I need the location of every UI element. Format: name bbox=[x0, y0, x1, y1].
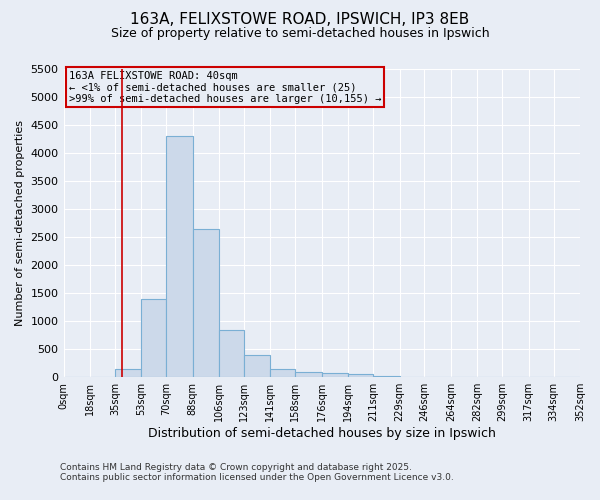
Bar bbox=[142, 299, 166, 377]
X-axis label: Distribution of semi-detached houses by size in Ipswich: Distribution of semi-detached houses by … bbox=[148, 427, 496, 440]
Text: 163A, FELIXSTOWE ROAD, IPSWICH, IP3 8EB: 163A, FELIXSTOWE ROAD, IPSWICH, IP3 8EB bbox=[130, 12, 470, 28]
Bar bbox=[400, 376, 424, 377]
Text: 163A FELIXSTOWE ROAD: 40sqm
← <1% of semi-detached houses are smaller (25)
>99% : 163A FELIXSTOWE ROAD: 40sqm ← <1% of sem… bbox=[69, 70, 381, 104]
Y-axis label: Number of semi-detached properties: Number of semi-detached properties bbox=[15, 120, 25, 326]
Text: Contains HM Land Registry data © Crown copyright and database right 2025.
Contai: Contains HM Land Registry data © Crown c… bbox=[60, 463, 454, 482]
Bar bbox=[322, 374, 348, 377]
Bar bbox=[219, 330, 244, 377]
Bar bbox=[348, 374, 373, 377]
Bar bbox=[271, 369, 295, 377]
Text: Size of property relative to semi-detached houses in Ipswich: Size of property relative to semi-detach… bbox=[110, 28, 490, 40]
Bar bbox=[295, 372, 322, 377]
Bar bbox=[373, 376, 400, 377]
Bar bbox=[193, 228, 219, 377]
Bar bbox=[244, 355, 271, 377]
Bar bbox=[115, 369, 142, 377]
Bar bbox=[166, 136, 193, 377]
